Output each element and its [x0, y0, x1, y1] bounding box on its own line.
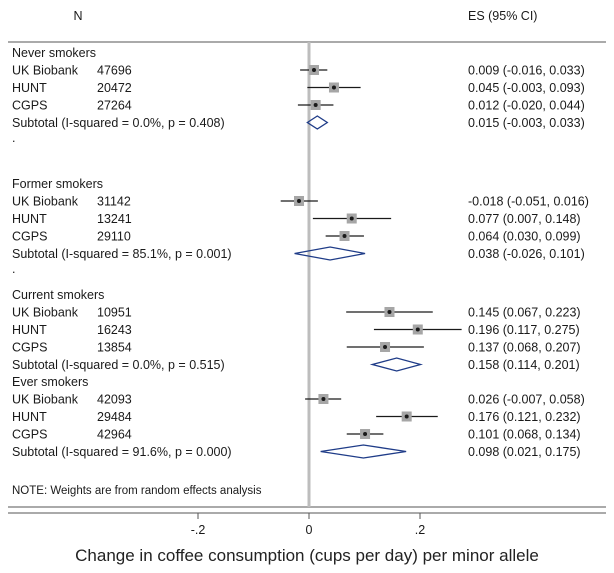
subtotal-ci-text: 0.158 (0.114, 0.201)	[468, 358, 580, 372]
point-estimate	[313, 103, 318, 107]
group-never-smokers: Never smokers UK Biobank 47696 0.009 (-0.01…	[12, 46, 585, 145]
frame	[8, 41, 606, 514]
study-ci-text: 0.176 (0.121, 0.232)	[468, 410, 581, 424]
study-ci-text: 0.196 (0.117, 0.275)	[468, 323, 580, 337]
point-estimate	[342, 234, 347, 238]
subtotal-diamond	[294, 246, 366, 261]
study-n: 29484	[97, 410, 132, 424]
group-title: Ever smokers	[12, 375, 88, 389]
subtotal-diamond	[369, 357, 424, 372]
subtotal-row: Subtotal (I-squared = 0.0%, p = 0.515) 0.…	[12, 357, 580, 372]
study-row: CGPS 27264 0.012 (-0.020, 0.044)	[12, 99, 585, 113]
study-ci-text: 0.101 (0.068, 0.134)	[468, 428, 581, 442]
study-n: 16243	[97, 323, 132, 337]
study-row: CGPS 29110 0.064 (0.030, 0.099)	[12, 230, 581, 244]
study-name: CGPS	[12, 230, 47, 244]
study-ci-text: -0.018 (-0.051, 0.016)	[468, 195, 589, 209]
study-n: 27264	[97, 99, 132, 113]
study-rows: Never smokers UK Biobank 47696 0.009 (-0.01…	[12, 46, 589, 459]
study-name: HUNT	[12, 410, 47, 424]
header-es: ES (95% CI)	[468, 9, 537, 23]
point-estimate	[311, 68, 316, 72]
x-tick-label: 0	[306, 523, 313, 537]
subtotal-ci-text: 0.015 (-0.003, 0.033)	[468, 116, 585, 130]
study-ci-text: 0.026 (-0.007, 0.058)	[468, 393, 585, 407]
study-name: UK Biobank	[12, 64, 79, 78]
subtotal-label: Subtotal (I-squared = 0.0%, p = 0.515)	[12, 358, 225, 372]
study-ci-text: 0.145 (0.067, 0.223)	[468, 306, 581, 320]
study-row: CGPS 42964 0.101 (0.068, 0.134)	[12, 428, 581, 442]
subtotal-label: Subtotal (I-squared = 91.6%, p = 0.000)	[12, 445, 232, 459]
subtotal-ci-text: 0.098 (0.021, 0.175)	[468, 445, 581, 459]
group-separator: .	[12, 262, 15, 276]
point-estimate	[297, 199, 302, 203]
study-ci-text: 0.045 (-0.003, 0.093)	[468, 81, 585, 95]
subtotal-ci-text: 0.038 (-0.026, 0.101)	[468, 247, 585, 261]
study-n: 13854	[97, 341, 132, 355]
point-estimate	[387, 310, 392, 314]
group-title: Never smokers	[12, 46, 96, 60]
point-estimate	[331, 85, 336, 90]
study-name: CGPS	[12, 99, 47, 113]
subtotal-diamond	[306, 115, 329, 130]
subtotal-row: Subtotal (I-squared = 91.6%, p = 0.000) 0…	[12, 444, 581, 459]
group-title: Former smokers	[12, 177, 103, 191]
subtotal-label: Subtotal (I-squared = 0.0%, p = 0.408)	[12, 116, 225, 130]
subtotal-diamond	[320, 444, 407, 459]
group-current-smokers: Current smokers UK Biobank 10951 0.145 (0.0…	[12, 288, 581, 387]
study-row: HUNT 16243 0.196 (0.117, 0.275)	[12, 323, 580, 337]
study-ci-text: 0.137 (0.068, 0.207)	[468, 341, 581, 355]
study-row: HUNT 29484 0.176 (0.121, 0.232)	[12, 410, 581, 424]
study-ci-text: 0.077 (0.007, 0.148)	[468, 212, 581, 226]
group-separator: .	[12, 373, 15, 387]
group-ever-smokers: Ever smokers UK Biobank 42093 0.026 (-0.007…	[12, 375, 585, 459]
study-row: HUNT 20472 0.045 (-0.003, 0.093)	[12, 81, 585, 95]
point-estimate	[383, 345, 388, 349]
x-axis-label: Change in coffee consumption (cups per d…	[75, 546, 539, 565]
x-tick-label: .2	[415, 523, 425, 537]
study-n: 42964	[97, 428, 132, 442]
x-tick-label: -.2	[191, 523, 206, 537]
group-title: Current smokers	[12, 288, 104, 302]
study-name: HUNT	[12, 81, 47, 95]
point-estimate	[349, 216, 354, 221]
study-name: HUNT	[12, 323, 47, 337]
subtotal-label: Subtotal (I-squared = 85.1%, p = 0.001)	[12, 247, 232, 261]
study-n: 31142	[97, 195, 131, 209]
study-row: UK Biobank 31142 -0.018 (-0.051, 0.016)	[12, 195, 589, 209]
study-n: 20472	[97, 81, 132, 95]
study-name: CGPS	[12, 341, 47, 355]
study-ci-text: 0.012 (-0.020, 0.044)	[468, 99, 585, 113]
x-axis-ticks: -.2 0 .2	[191, 513, 425, 537]
point-estimate	[404, 414, 409, 419]
study-n: 10951	[97, 306, 132, 320]
study-name: UK Biobank	[12, 195, 79, 209]
subtotal-row: Subtotal (I-squared = 85.1%, p = 0.001) 0…	[12, 246, 585, 261]
study-ci-text: 0.009 (-0.016, 0.033)	[468, 64, 585, 78]
study-row: CGPS 13854 0.137 (0.068, 0.207)	[12, 341, 581, 355]
group-separator: .	[12, 131, 15, 145]
group-former-smokers: Former smokers UK Biobank 31142 -0.018 (-0.…	[12, 177, 589, 276]
study-row: UK Biobank 10951 0.145 (0.067, 0.223)	[12, 306, 581, 320]
study-n: 29110	[97, 230, 131, 244]
study-name: HUNT	[12, 212, 47, 226]
point-estimate	[321, 397, 326, 401]
header-n: N	[73, 9, 82, 23]
study-n: 47696	[97, 64, 132, 78]
study-name: CGPS	[12, 428, 47, 442]
weights-note: NOTE: Weights are from random effects an…	[12, 485, 262, 497]
study-row: UK Biobank 42093 0.026 (-0.007, 0.058)	[12, 393, 585, 407]
study-ci-text: 0.064 (0.030, 0.099)	[468, 230, 581, 244]
subtotal-row: Subtotal (I-squared = 0.0%, p = 0.408) 0.…	[12, 115, 585, 130]
study-n: 13241	[97, 212, 132, 226]
study-name: UK Biobank	[12, 393, 79, 407]
study-row: HUNT 13241 0.077 (0.007, 0.148)	[12, 212, 581, 226]
point-estimate	[363, 432, 368, 436]
study-row: UK Biobank 47696 0.009 (-0.016, 0.033)	[12, 64, 585, 78]
study-name: UK Biobank	[12, 306, 79, 320]
point-estimate	[415, 327, 420, 332]
study-n: 42093	[97, 393, 132, 407]
